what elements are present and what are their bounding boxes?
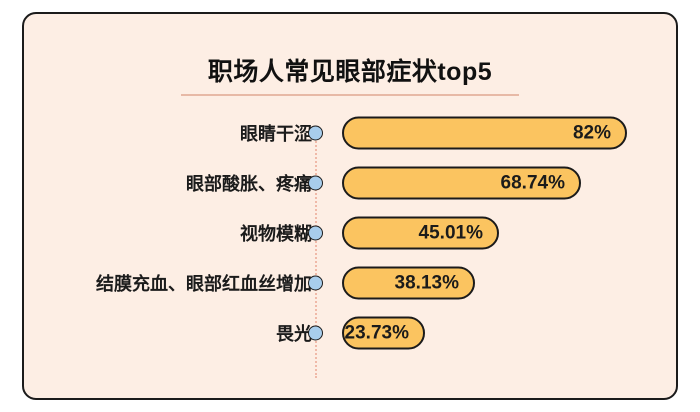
bar: 38.13% bbox=[342, 266, 475, 300]
chart-row: 眼部酸胀、疼痛 68.74% bbox=[24, 160, 676, 206]
bar-value-label: 38.13% bbox=[394, 272, 459, 293]
bar: 82% bbox=[342, 116, 627, 150]
category-marker-dot bbox=[308, 125, 323, 141]
page-title: 职场人常见眼部症状top5 bbox=[207, 58, 493, 86]
bar: 23.73% bbox=[342, 316, 425, 350]
chart-row: 视物模糊 45.01% bbox=[24, 210, 676, 256]
chart-row: 眼睛干涩 82% bbox=[24, 110, 676, 156]
chart-card: 职场人常见眼部症状top5 眼睛干涩 82% 眼部酸胀、疼痛 68.74% 视物… bbox=[22, 12, 678, 400]
bar: 45.01% bbox=[342, 216, 499, 250]
category-marker-dot bbox=[308, 325, 323, 341]
bar-value-label: 68.74% bbox=[500, 172, 565, 193]
title-divider bbox=[181, 94, 519, 96]
bar-category-label: 畏光 bbox=[276, 324, 312, 344]
category-marker-dot bbox=[308, 275, 323, 291]
bar-value-label: 23.73% bbox=[344, 322, 409, 343]
bar-value-label: 82% bbox=[572, 122, 611, 143]
bar: 68.74% bbox=[342, 166, 581, 200]
bar-value-label: 45.01% bbox=[418, 222, 483, 243]
bar-category-label: 结膜充血、眼部红血丝增加 bbox=[96, 274, 312, 294]
chart-row: 结膜充血、眼部红血丝增加 38.13% bbox=[24, 260, 676, 306]
bar-category-label: 眼部酸胀、疼痛 bbox=[186, 174, 312, 194]
bar-category-label: 视物模糊 bbox=[240, 224, 312, 244]
category-axis-dotted-line bbox=[315, 126, 319, 378]
bar-category-label: 眼睛干涩 bbox=[240, 124, 312, 144]
bar-chart: 眼睛干涩 82% 眼部酸胀、疼痛 68.74% 视物模糊 45.01% 结膜充血… bbox=[24, 110, 676, 378]
chart-row: 畏光 23.73% bbox=[24, 310, 676, 356]
category-marker-dot bbox=[308, 225, 323, 241]
category-marker-dot bbox=[308, 175, 323, 191]
